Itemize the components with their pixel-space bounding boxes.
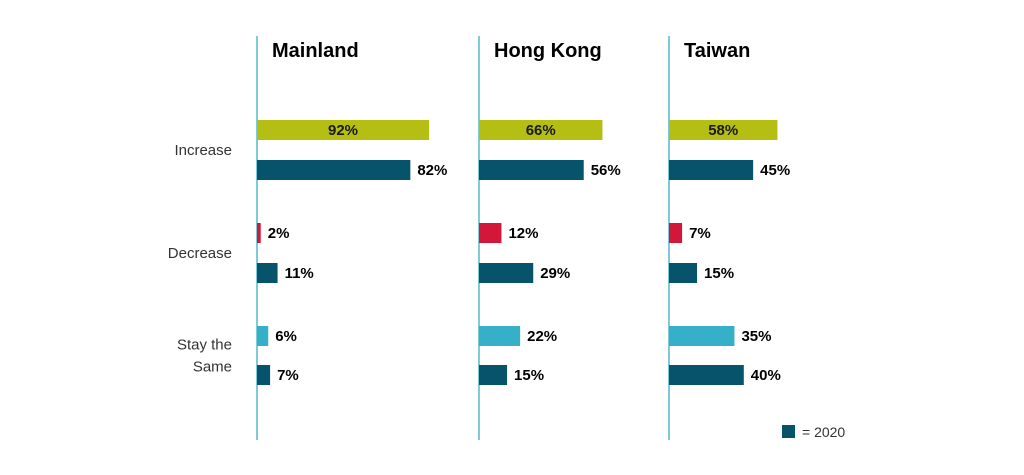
category-label: Increase <box>174 142 232 159</box>
bar-current <box>669 223 683 243</box>
bar-2020 <box>257 263 278 283</box>
value-label-2020: 56% <box>591 162 621 179</box>
value-label-2020: 7% <box>277 367 299 384</box>
bar-current <box>479 326 521 346</box>
bar-2020 <box>257 160 411 180</box>
category-label: Decrease <box>168 245 232 262</box>
chart-panels: Mainland 92% 82% 2% 11% 6% 7% Hong Kong 66% 56% 12… <box>256 36 790 440</box>
value-label-current: 6% <box>275 328 297 345</box>
value-label-2020: 82% <box>417 162 447 179</box>
bar-2020 <box>669 160 754 180</box>
value-label-2020: 15% <box>704 265 734 282</box>
bar-2020 <box>669 365 744 385</box>
bar-current <box>669 326 735 346</box>
bar-2020 <box>669 263 698 283</box>
category-labels: Increase Decrease Stay the Same <box>168 142 232 376</box>
bar-current <box>257 223 261 243</box>
value-label-current: 58% <box>708 122 738 139</box>
value-label-current: 2% <box>268 225 290 242</box>
category-label: Stay the <box>177 337 232 354</box>
value-label-2020: 40% <box>751 367 781 384</box>
bar-2020 <box>257 365 271 385</box>
panel-title: Mainland <box>272 40 359 62</box>
bar-current <box>257 120 430 140</box>
bar-current <box>479 120 603 140</box>
bar-2020 <box>479 365 508 385</box>
value-label-2020: 15% <box>514 367 544 384</box>
bar-2020 <box>479 263 534 283</box>
value-label-current: 66% <box>526 122 556 139</box>
bar-current <box>257 326 269 346</box>
panel: Hong Kong 66% 56% 12% 29% 22% 15% <box>478 36 621 440</box>
category-label: Same <box>193 359 232 376</box>
value-label-current: 35% <box>741 328 771 345</box>
panel: Mainland 92% 82% 2% 11% 6% 7% <box>256 36 447 440</box>
value-label-2020: 11% <box>285 265 314 282</box>
bar-current <box>479 223 502 243</box>
bar-current <box>669 120 778 140</box>
value-label-current: 7% <box>689 225 711 242</box>
value-label-2020: 29% <box>540 265 570 282</box>
legend-label-2020: = 2020 <box>802 424 845 440</box>
bar-2020 <box>479 160 584 180</box>
value-label-current: 92% <box>328 122 358 139</box>
legend-swatch-2020 <box>782 425 795 438</box>
value-label-current: 12% <box>508 225 538 242</box>
legend: = 2020 <box>782 424 845 440</box>
value-label-2020: 45% <box>760 162 790 179</box>
value-label-current: 22% <box>527 328 557 345</box>
panel-title: Hong Kong <box>494 40 602 62</box>
panel: Taiwan 58% 45% 7% 15% 35% 40% <box>668 36 790 440</box>
panel-title: Taiwan <box>684 40 750 62</box>
